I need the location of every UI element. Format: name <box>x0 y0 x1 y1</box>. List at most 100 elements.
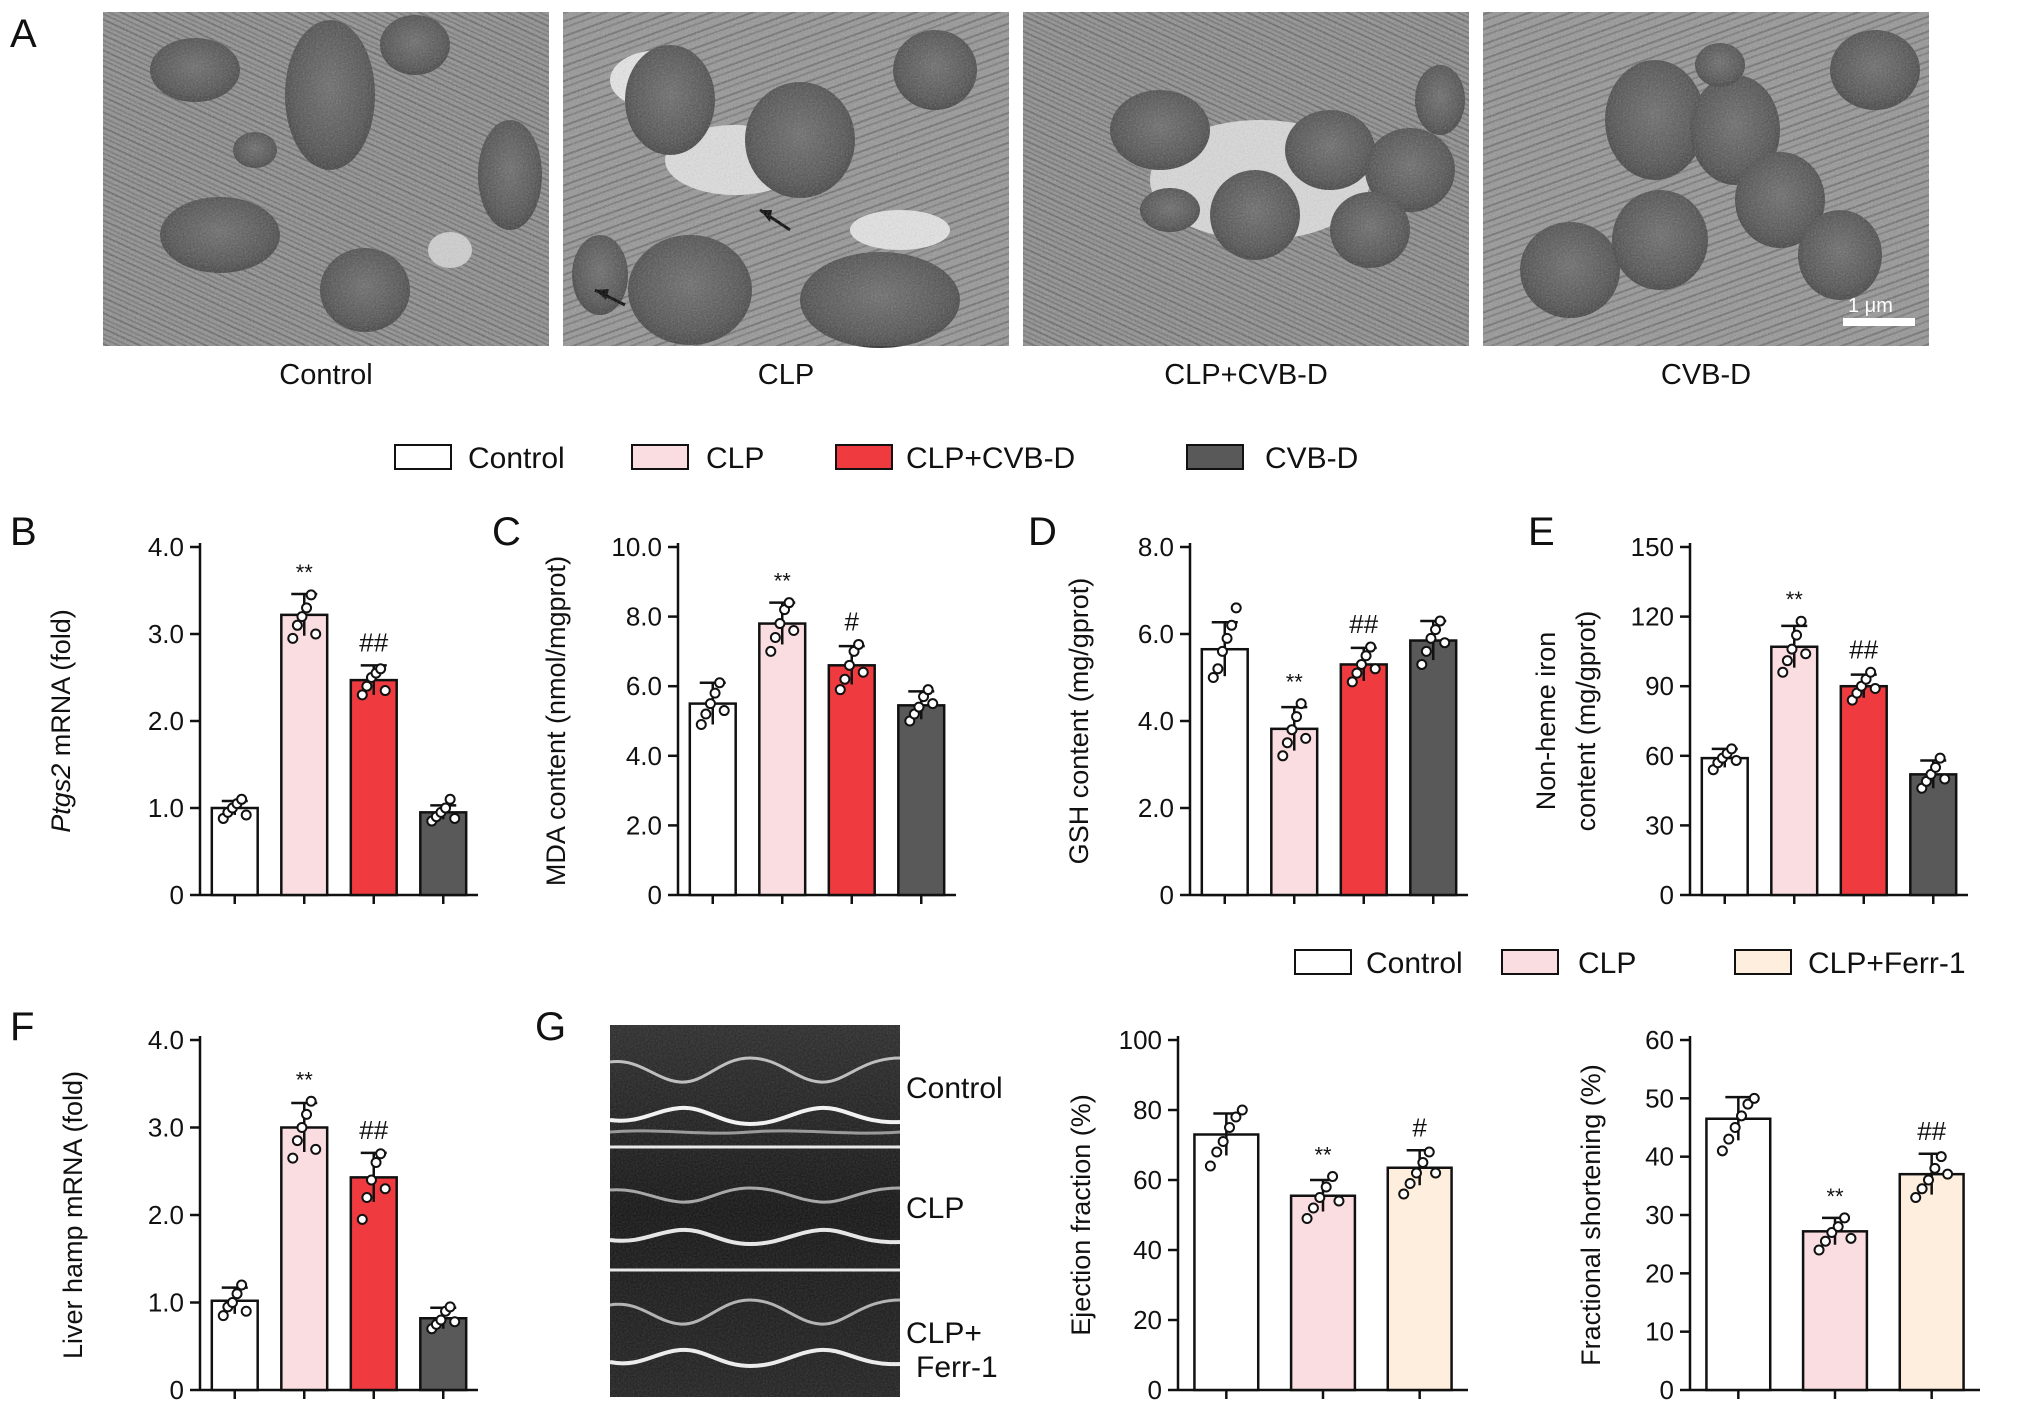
data-point-d <box>1300 732 1312 744</box>
data-point-d <box>1355 658 1367 670</box>
y-tick-label-g2: 40 <box>1645 1142 1674 1172</box>
data-point-e <box>1865 666 1877 678</box>
y-tick-label-e: 30 <box>1645 810 1674 840</box>
significance-c-3: # <box>845 606 860 636</box>
data-point-e <box>1786 643 1798 655</box>
data-point-g2 <box>1716 1145 1728 1157</box>
data-point-f <box>305 1095 317 1107</box>
bar-g1-3 <box>1386 1166 1453 1392</box>
data-point-g1 <box>1230 1111 1242 1123</box>
data-point-c <box>714 677 726 689</box>
data-point-d <box>1420 645 1432 657</box>
data-point-e <box>1800 648 1812 660</box>
data-point-f <box>217 1310 229 1322</box>
data-point-c <box>853 638 865 650</box>
bar-g2-1 <box>1705 1117 1772 1392</box>
data-point-g2 <box>1916 1183 1928 1195</box>
chart-f-liver-hamp: 0 1.0 2.0 3.0 4.0 Liver hamp mRNA (fold) ** ## <box>58 1025 478 1405</box>
chart-c-mda: 0 2.0 4.0 6.0 8.0 10.0 MDA content (nmol/mgpro… <box>541 532 956 910</box>
y-tick-label-d: 2.0 <box>1138 793 1174 823</box>
data-point-g2 <box>1839 1212 1851 1224</box>
legend-swatch-cvbd <box>1186 444 1244 470</box>
data-point-e <box>1791 629 1803 641</box>
data-point-f <box>370 1157 382 1168</box>
y-tick-label-e: 150 <box>1631 532 1674 562</box>
y-tick-label-c: 6.0 <box>626 671 662 701</box>
y-tick-label-g2: 20 <box>1645 1258 1674 1288</box>
chart-e-nonheme-iron: 0 30 60 90 120 150 Non-heme iron content (mg/gp… <box>1531 532 1968 910</box>
y-tick-label-c: 4.0 <box>626 741 662 771</box>
data-point-b <box>236 793 248 805</box>
data-point-b <box>305 589 317 601</box>
significance-b-2: ** <box>296 560 314 585</box>
data-point-g1 <box>1398 1188 1410 1200</box>
data-point-b <box>361 680 373 692</box>
significance-g1-3: # <box>1412 1112 1427 1142</box>
y-tick-label-g2: 30 <box>1645 1200 1674 1230</box>
data-point-d <box>1365 641 1377 653</box>
data-point-d <box>1360 650 1372 662</box>
data-point-d <box>1286 724 1298 736</box>
legend-g-label-clp: CLP <box>1578 947 1636 980</box>
bar-c-2 <box>758 622 807 897</box>
y-tick-label-d: 6.0 <box>1138 619 1174 649</box>
bar-d-4 <box>1409 639 1458 897</box>
data-point-c <box>704 698 716 710</box>
data-point-b <box>301 602 313 614</box>
scale-bar-label: 1 μm <box>1848 295 1893 317</box>
data-point-g2 <box>1813 1244 1825 1256</box>
data-point-c <box>927 698 939 710</box>
legend-label-cvbd: CVB-D <box>1265 442 1358 475</box>
legend-label-clp: CLP <box>706 442 764 475</box>
data-point-e <box>1939 773 1951 785</box>
y-tick-label-g1: 40 <box>1133 1235 1162 1265</box>
significance-c-2: ** <box>774 569 792 594</box>
y-axis-title-g1: Ejection fraction (%) <box>1066 1094 1096 1336</box>
data-point-c <box>922 684 934 696</box>
bar-c-3 <box>827 664 876 897</box>
micrograph-cvbd: 1 μm <box>1483 12 1929 346</box>
data-point-d <box>1212 663 1224 675</box>
y-tick-label-f: 4.0 <box>148 1025 184 1055</box>
data-point-f <box>444 1301 456 1313</box>
panel-letter-f: F <box>10 1005 34 1049</box>
panel-letter-d: D <box>1028 510 1057 554</box>
data-point-f <box>226 1297 238 1308</box>
echo-trace-clp-ferr1 <box>609 1298 901 1326</box>
data-point-g2 <box>1942 1168 1954 1180</box>
data-point-f <box>379 1183 391 1195</box>
caption-clp: CLP <box>758 359 814 391</box>
bar-g2-3 <box>1898 1172 1965 1392</box>
y-axis-title-b: Ptgs2 mRNA (fold) <box>46 609 76 833</box>
data-point-c <box>913 701 925 713</box>
echo-label-ferr1: Ferr-1 <box>916 1351 998 1384</box>
bar-b-3 <box>349 678 398 897</box>
panel-letter-g: G <box>535 1005 566 1049</box>
data-point-g1 <box>1327 1171 1339 1182</box>
bar-e-2 <box>1770 645 1819 897</box>
data-point-e <box>1930 761 1942 773</box>
data-point-d <box>1226 619 1238 631</box>
y-tick-label-g1: 20 <box>1133 1305 1162 1335</box>
data-point-b <box>356 689 368 701</box>
data-point-d <box>1369 663 1381 675</box>
data-point-c <box>857 666 869 678</box>
data-point-b <box>449 812 461 824</box>
data-point-b <box>440 802 452 814</box>
data-point-c <box>843 659 855 671</box>
bar-e-4 <box>1909 773 1958 897</box>
data-point-c <box>709 687 721 699</box>
y-axis-title-e: Non-heme iron <box>1531 632 1561 811</box>
data-point-f <box>449 1316 461 1328</box>
y-tick-label-f: 3.0 <box>148 1113 184 1143</box>
y-tick-label-b: 3.0 <box>148 619 184 649</box>
data-point-f <box>236 1279 248 1291</box>
y-tick-label-g1: 80 <box>1133 1095 1162 1125</box>
data-point-d <box>1207 672 1219 683</box>
y-tick-label-g1: 0 <box>1148 1375 1162 1405</box>
legend-label-control: Control <box>468 442 565 475</box>
data-point-d <box>1425 632 1437 644</box>
y-axis-title-c: MDA content (nmol/mgprot) <box>541 556 571 886</box>
significance-b-3: ## <box>359 627 388 657</box>
